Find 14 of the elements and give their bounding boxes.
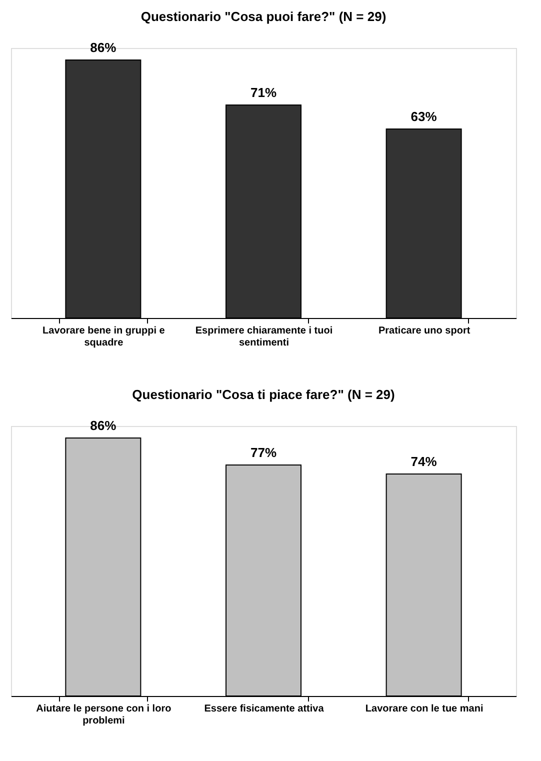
chart-title: Questionario "Cosa puoi fare?" (N = 29) <box>140 9 386 24</box>
data-label: 63% <box>410 109 438 124</box>
x-tick-label: Aiutare le persone con i loro problemi <box>36 704 172 726</box>
x-tick-label: Esprimere chiaramente i tuoi sentimenti <box>195 326 333 348</box>
x-tick-label: Lavorare con le tue mani <box>365 704 484 714</box>
x-tick-label: Essere fisicamente attiva <box>204 704 324 714</box>
x-tick-label: Lavorare bene in gruppi e squadre <box>42 326 166 348</box>
chart-title: Questionario "Cosa ti piace fare?" (N = 29) <box>132 387 395 402</box>
data-label: 71% <box>250 85 277 100</box>
data-label: 86% <box>90 40 117 55</box>
data-label: 86% <box>90 418 117 433</box>
data-label: 74% <box>410 454 438 469</box>
data-label: 77% <box>250 445 277 460</box>
x-tick-label: Praticare uno sport <box>378 326 471 336</box>
